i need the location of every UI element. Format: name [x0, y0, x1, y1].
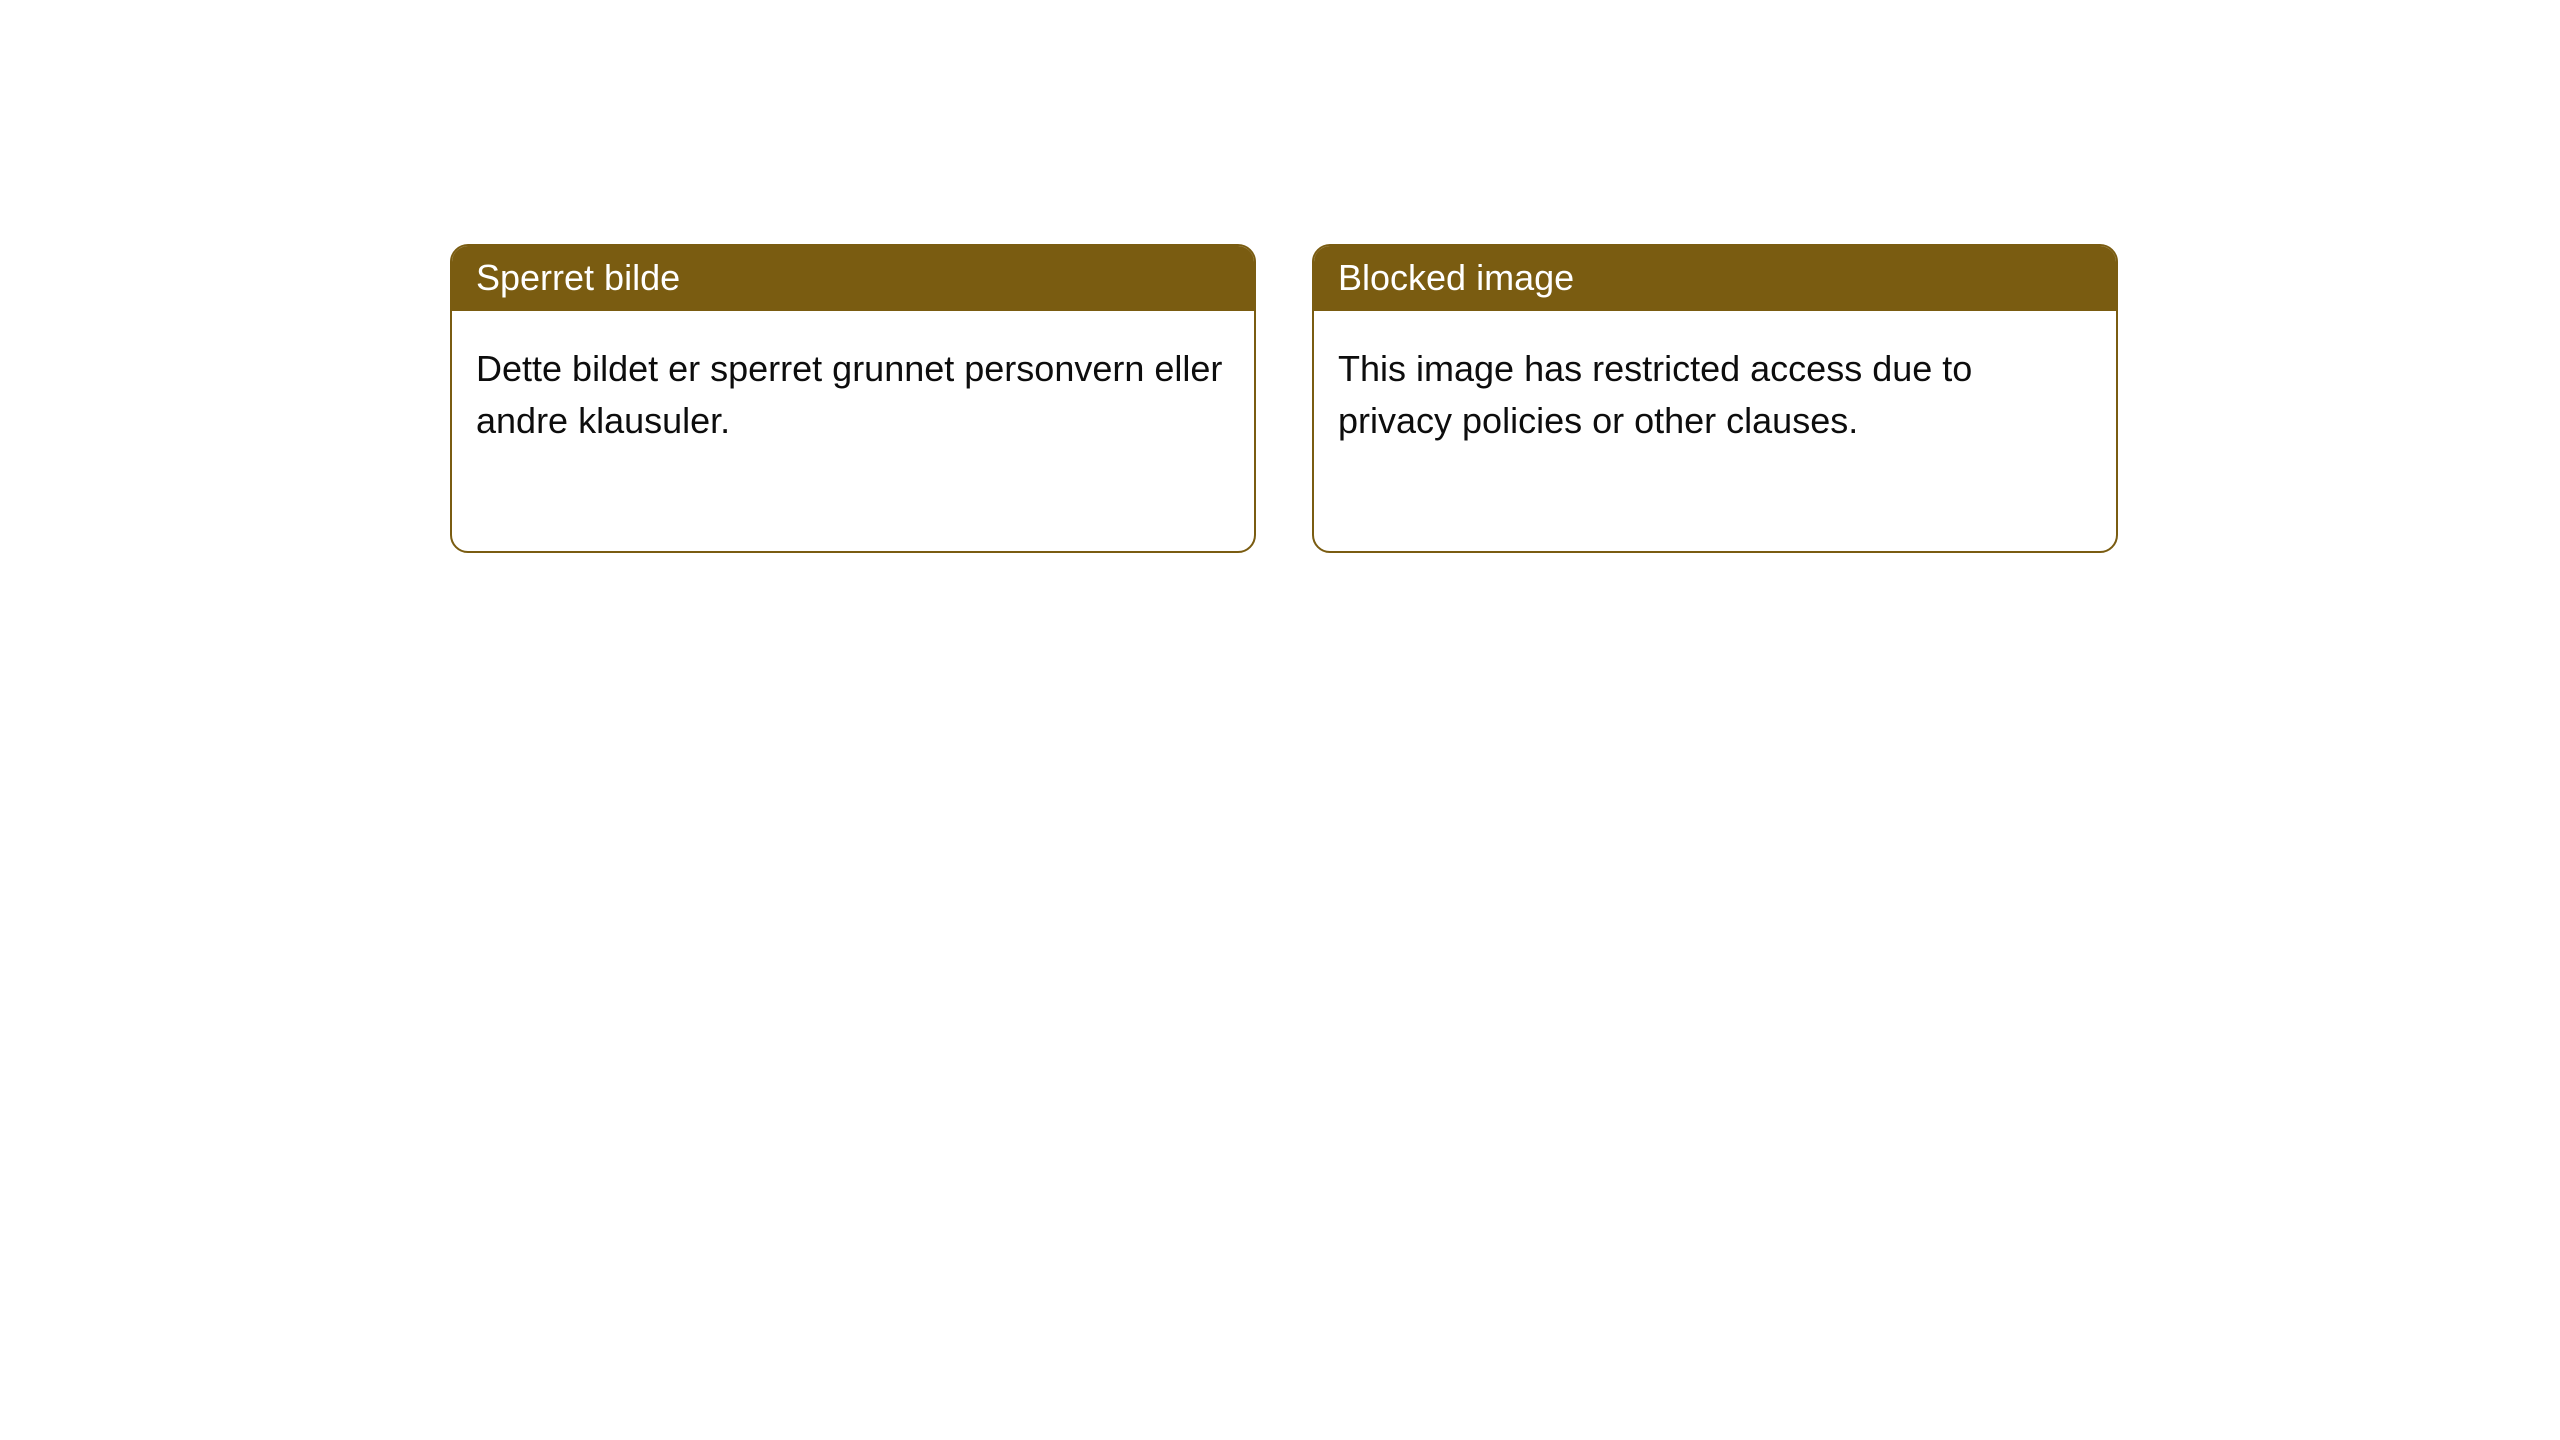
- card-body: This image has restricted access due to …: [1314, 311, 2116, 551]
- card-header: Sperret bilde: [452, 246, 1254, 311]
- card-body: Dette bildet er sperret grunnet personve…: [452, 311, 1254, 551]
- notice-container: Sperret bilde Dette bildet er sperret gr…: [450, 244, 2118, 553]
- card-header: Blocked image: [1314, 246, 2116, 311]
- notice-card-english: Blocked image This image has restricted …: [1312, 244, 2118, 553]
- notice-card-norwegian: Sperret bilde Dette bildet er sperret gr…: [450, 244, 1256, 553]
